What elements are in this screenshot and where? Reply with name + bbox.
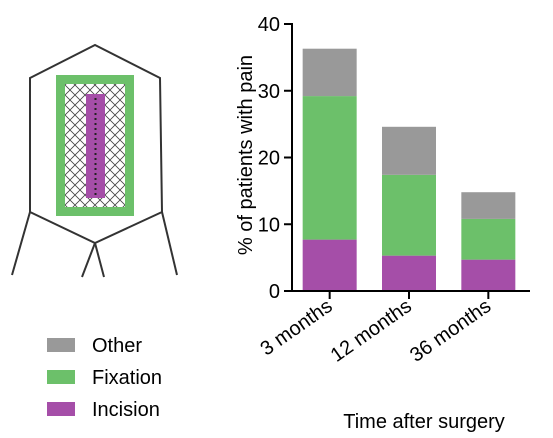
bar-segment-other bbox=[302, 48, 357, 97]
legend-swatch bbox=[47, 370, 75, 384]
x-tick-label: 36 months bbox=[406, 295, 495, 367]
bar-segment-incision bbox=[461, 259, 516, 291]
leg-line bbox=[81, 242, 96, 278]
y-tick-label: 40 bbox=[258, 14, 280, 36]
bar-segment-fixation bbox=[461, 218, 516, 260]
leg-line bbox=[161, 211, 178, 276]
y-tick-label: 10 bbox=[258, 214, 280, 236]
legend-label: Other bbox=[92, 335, 142, 357]
bar-segment-fixation bbox=[382, 174, 436, 256]
leg-line bbox=[11, 211, 31, 276]
y-tick-label: 20 bbox=[258, 148, 280, 170]
bar-segment-other bbox=[382, 126, 436, 175]
bars bbox=[302, 48, 516, 291]
legend-label: Incision bbox=[92, 399, 160, 421]
leg-line bbox=[94, 242, 105, 278]
y-axis-label: % of patients with pain bbox=[235, 55, 257, 255]
incision-strip bbox=[86, 94, 105, 198]
y-tick-label: 0 bbox=[269, 281, 280, 303]
bar-segment-other bbox=[461, 192, 516, 219]
bar-segment-fixation bbox=[302, 96, 357, 240]
legend-label: Fixation bbox=[92, 367, 162, 389]
x-tick-label: 12 months bbox=[327, 295, 416, 367]
legend-swatch bbox=[47, 402, 75, 416]
bar-segment-incision bbox=[382, 255, 436, 291]
y-ticks: 0 10 20 30 40 bbox=[258, 14, 292, 303]
x-axis-label: Time after surgery bbox=[343, 411, 505, 433]
bar-segment-incision bbox=[302, 239, 357, 291]
mesh-implant-body-icon bbox=[11, 43, 178, 278]
x-tick-label: 3 months bbox=[257, 295, 337, 360]
y-tick-label: 30 bbox=[258, 81, 280, 103]
legend-swatch bbox=[47, 338, 75, 352]
legend: Other Fixation Incision bbox=[47, 335, 162, 421]
